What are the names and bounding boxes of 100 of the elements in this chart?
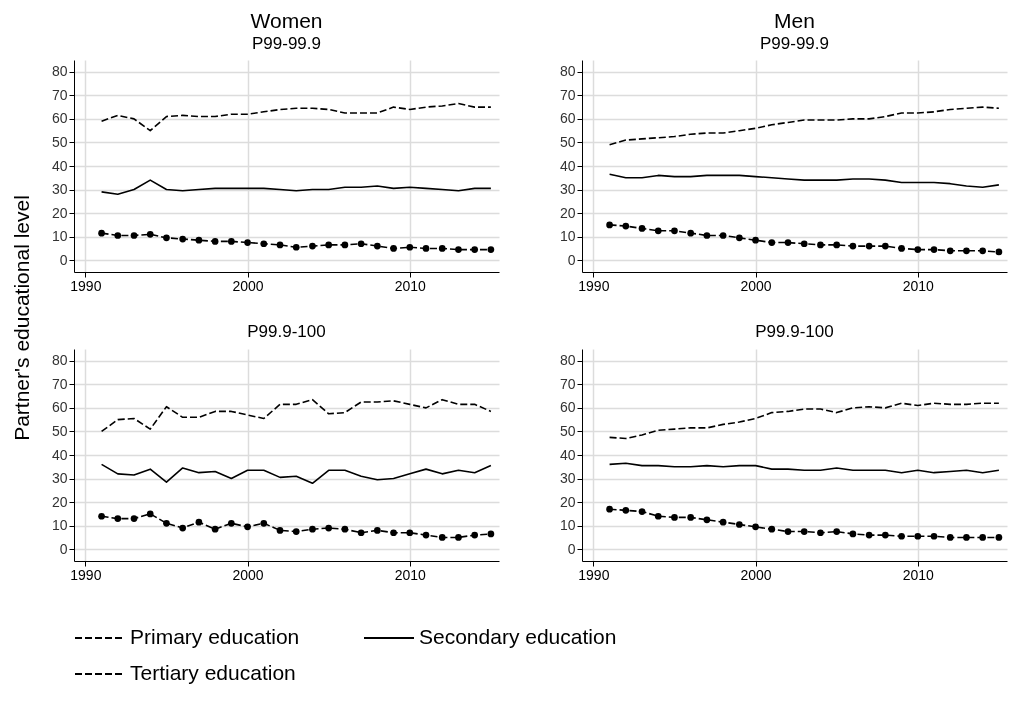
point	[422, 531, 430, 539]
x-tick-label: 1990	[578, 566, 610, 583]
point	[865, 531, 873, 539]
point	[260, 519, 268, 527]
y-tick-label: 40	[51, 446, 68, 463]
chart-subtitle: P99-99.9	[252, 34, 321, 53]
point	[638, 225, 646, 232]
y-tick-label: 40	[559, 446, 576, 463]
point	[800, 528, 808, 535]
y-tick-label: 70	[559, 375, 576, 392]
point	[995, 248, 1003, 256]
y-tick-label: 30	[559, 181, 576, 198]
point	[817, 529, 824, 537]
y-tick-label: 10	[559, 228, 576, 245]
point	[849, 242, 857, 250]
point	[373, 242, 381, 250]
point	[260, 240, 268, 248]
point	[471, 246, 479, 253]
point	[768, 239, 776, 246]
point	[606, 505, 613, 513]
point	[163, 519, 170, 527]
point	[390, 245, 397, 252]
x-tick-label: 1990	[578, 277, 610, 294]
x-tick-label: 2010	[902, 566, 935, 583]
y-tick-label: 70	[51, 375, 68, 392]
y-tick-label: 80	[51, 63, 68, 80]
point	[963, 534, 970, 541]
y-tick-label: 20	[51, 204, 68, 221]
point	[930, 246, 938, 253]
y-tick-label: 80	[51, 352, 68, 369]
point	[654, 227, 662, 235]
point	[471, 531, 479, 539]
y-tick-label: 30	[559, 470, 576, 487]
point	[654, 512, 662, 520]
point	[703, 516, 711, 524]
y-tick-label: 70	[51, 86, 68, 103]
point	[784, 239, 792, 246]
point	[638, 508, 646, 515]
point	[752, 236, 759, 244]
point	[163, 234, 170, 242]
point	[687, 514, 695, 521]
point	[487, 246, 495, 253]
point	[833, 241, 841, 249]
legend-label: Tertiary education	[130, 661, 296, 684]
point	[146, 230, 154, 238]
point	[406, 529, 414, 537]
point	[735, 521, 743, 528]
point	[719, 518, 727, 526]
point	[341, 241, 349, 249]
x-tick-label: 1990	[70, 566, 102, 583]
y-tick-label: 60	[559, 399, 576, 416]
point	[946, 534, 954, 541]
point	[865, 242, 873, 250]
legend-label: Primary education	[130, 625, 300, 648]
chart-title: Women	[250, 9, 323, 32]
point	[898, 532, 905, 540]
point	[979, 534, 987, 541]
point	[244, 239, 251, 246]
point	[687, 229, 695, 237]
point	[455, 534, 462, 541]
point	[373, 527, 381, 534]
point	[487, 530, 495, 538]
point	[130, 232, 138, 239]
point	[817, 241, 824, 249]
point	[179, 524, 187, 532]
x-tick-label: 2010	[902, 277, 935, 294]
line-series	[100, 463, 492, 485]
x-tick-label: 2000	[232, 566, 264, 583]
y-tick-label: 50	[51, 422, 68, 439]
point	[703, 232, 711, 239]
point	[292, 243, 300, 251]
point	[114, 232, 122, 239]
point	[179, 235, 187, 243]
point	[325, 524, 333, 532]
y-tick-label: 60	[51, 399, 68, 416]
point	[455, 246, 462, 253]
point	[244, 523, 251, 531]
x-tick-label: 2000	[740, 277, 772, 294]
line-series	[100, 102, 492, 132]
point	[422, 245, 430, 252]
point	[622, 222, 630, 230]
y-tick-label: 60	[51, 110, 68, 127]
line-series	[100, 179, 492, 196]
point	[130, 515, 138, 522]
point	[622, 507, 630, 514]
point	[946, 247, 954, 255]
y-tick-label: 80	[559, 352, 576, 369]
chart-subtitle: P99-99.9	[760, 34, 829, 53]
point	[800, 240, 808, 248]
legend-label: Secondary education	[419, 625, 617, 648]
y-tick-label: 0	[59, 251, 68, 268]
point	[406, 243, 414, 251]
point	[309, 242, 316, 250]
y-tick-label: 40	[559, 157, 576, 174]
y-tick-label: 10	[51, 228, 68, 245]
point	[881, 242, 889, 250]
line-series	[100, 398, 492, 433]
point	[195, 236, 203, 244]
y-tick-label: 50	[51, 133, 68, 150]
line-series	[608, 106, 1000, 146]
